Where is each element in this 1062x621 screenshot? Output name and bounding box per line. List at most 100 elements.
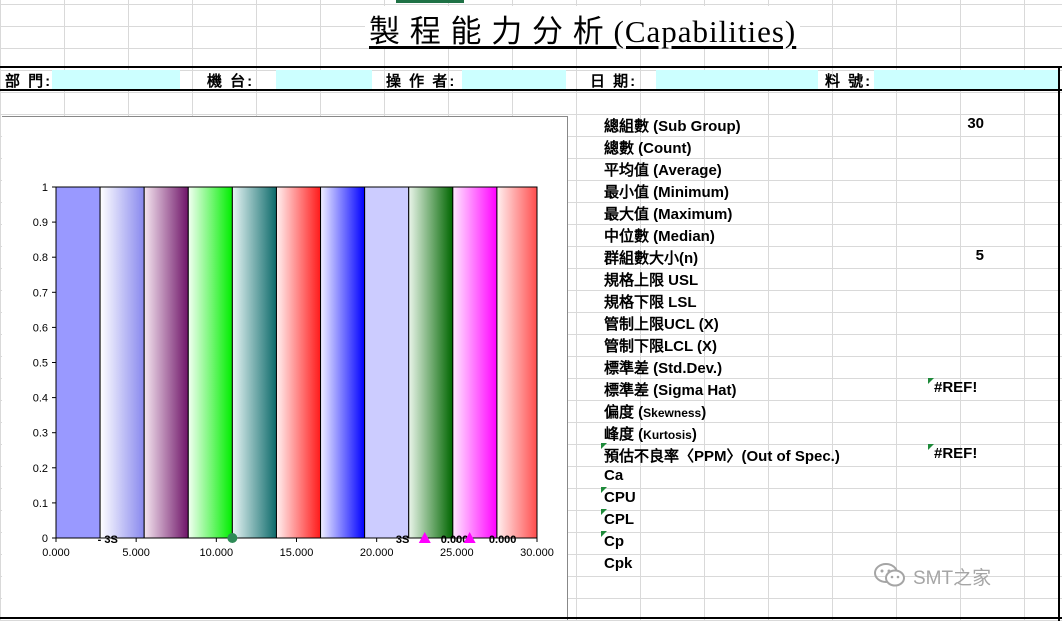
stat-label: 平均值 (Average) bbox=[604, 162, 722, 179]
page-title: 製 程 能 力 分 析 (Capabilities) bbox=[365, 6, 801, 49]
marker-triangle bbox=[418, 532, 431, 543]
histogram-bar bbox=[187, 186, 233, 539]
part-number-field[interactable] bbox=[874, 70, 1060, 89]
y-tick-label: 1 bbox=[42, 182, 48, 194]
stat-label-main: 峰度 ( bbox=[604, 426, 644, 443]
comment-indicator bbox=[601, 487, 607, 493]
histogram-bar bbox=[364, 186, 410, 539]
stat-label: 峰度 (Kurtosis) bbox=[604, 423, 697, 444]
x-tick-label: 5.000 bbox=[122, 547, 150, 559]
stat-row-cp: Cp bbox=[601, 531, 993, 553]
machine-field[interactable] bbox=[276, 70, 372, 89]
histogram-bar bbox=[452, 186, 498, 539]
watermark-text: SMT之家 bbox=[913, 568, 992, 589]
y-tick-label: 0.6 bbox=[33, 322, 48, 334]
bottom-border bbox=[0, 617, 1062, 619]
watermark: SMT之家 bbox=[873, 561, 991, 591]
stat-label: 管制下限LCL (X) bbox=[604, 338, 718, 355]
stat-label: 管制上限UCL (X) bbox=[604, 316, 719, 333]
date-field[interactable] bbox=[656, 70, 818, 89]
stat-row-lcl: 管制下限LCL (X) bbox=[603, 333, 993, 355]
stat-value[interactable]: #REF! bbox=[934, 445, 978, 462]
comment-indicator bbox=[601, 531, 607, 537]
stat-label: CPL bbox=[604, 511, 634, 528]
comment-indicator bbox=[928, 444, 934, 450]
chart-svg: 00.10.20.30.40.50.60.70.80.910.000 5.000 1… bbox=[33, 182, 554, 559]
stat-label: 規格上限 USL bbox=[604, 272, 699, 289]
x-tick-label: 25.000 bbox=[440, 547, 474, 559]
info-label-date: 日 期: bbox=[590, 73, 638, 90]
capability-chart[interactable]: 0 0.1 0.2 0.3 0.4 0.5 0.6 0.7 0.8 0.9 1 0.000 5.000 1… bbox=[2, 116, 568, 620]
histogram-bar bbox=[55, 186, 101, 539]
y-tick-label: 0.9 bbox=[33, 217, 48, 229]
comment-indicator bbox=[601, 509, 607, 515]
stat-row-cpu: CPU bbox=[601, 487, 993, 509]
stat-value[interactable]: 5 bbox=[975, 247, 984, 264]
comment-indicator bbox=[928, 378, 934, 384]
stat-label-main: 偏度 ( bbox=[604, 404, 644, 421]
stat-label: 標準差 (Sigma Hat) bbox=[604, 382, 737, 399]
marker-circle bbox=[227, 533, 238, 543]
stat-row-count: 總數 (Count) bbox=[603, 135, 993, 157]
stat-row-median: 中位數 (Median) bbox=[603, 223, 993, 245]
x-tick-label: 20.000 bbox=[360, 547, 394, 559]
stat-row-kurtosis: 峰度 (Kurtosis) bbox=[603, 421, 993, 443]
chart-annotation: 0.000 bbox=[489, 534, 517, 546]
histogram-bar bbox=[275, 186, 322, 539]
x-tick-label: 0.000 bbox=[42, 547, 70, 559]
stat-row-sigma-hat: 標準差 (Sigma Hat) #REF! bbox=[603, 377, 993, 399]
header-bottom-border bbox=[0, 89, 1062, 91]
stat-label: Ca bbox=[604, 467, 624, 484]
stat-label-small: Skewness bbox=[643, 406, 702, 420]
stat-row-ppm: 預估不良率〈PPM〉(Out of Spec.) #REF! bbox=[601, 443, 993, 465]
y-tick-label: 0 bbox=[42, 533, 48, 545]
stat-row-maximum: 最大值 (Maximum) bbox=[603, 201, 993, 223]
chart-annotation: 0.000 bbox=[441, 534, 469, 546]
operator-field[interactable] bbox=[462, 70, 566, 89]
chart-annotation: - 3S bbox=[98, 534, 118, 546]
stat-label: 標準差 (Std.Dev.) bbox=[604, 360, 723, 377]
y-tick-label: 0.8 bbox=[33, 252, 48, 264]
header-top-border bbox=[0, 66, 1062, 68]
stat-label-small: Kurtosis bbox=[643, 428, 692, 442]
info-label-part-no: 料 號: bbox=[825, 73, 873, 90]
y-tick-label: 0.4 bbox=[33, 393, 48, 405]
histogram-bar bbox=[99, 186, 145, 539]
stat-row-subgroup: 總組數 (Sub Group) 30 bbox=[603, 113, 993, 135]
stat-row-skewness: 偏度 (Skewness) bbox=[603, 399, 993, 421]
department-field[interactable] bbox=[52, 70, 180, 89]
comment-indicator bbox=[601, 443, 607, 449]
histogram-bar bbox=[496, 186, 538, 539]
x-tick-label: 15.000 bbox=[280, 547, 314, 559]
stat-value[interactable]: 30 bbox=[967, 115, 984, 132]
info-label-operator: 操 作 者: bbox=[386, 73, 457, 90]
stat-row-usl: 規格上限 USL bbox=[603, 267, 993, 289]
histogram-bar bbox=[143, 186, 189, 539]
stat-label-end: ) bbox=[701, 404, 707, 421]
histogram-bar bbox=[231, 186, 277, 539]
chart-annotation: 3S bbox=[396, 534, 409, 546]
stat-value[interactable]: #REF! bbox=[934, 379, 978, 396]
marker-triangle bbox=[463, 532, 476, 543]
stat-label: 群組數大小(n) bbox=[604, 250, 699, 267]
x-tick-label: 30.000 bbox=[520, 547, 554, 559]
y-tick-label: 0.2 bbox=[33, 463, 48, 475]
info-row: 部 門: 機 台: 操 作 者: 日 期: 料 號: bbox=[0, 68, 1062, 90]
stat-row-ucl: 管制上限UCL (X) bbox=[603, 311, 993, 333]
stat-label: CPU bbox=[604, 489, 636, 506]
stat-row-average: 平均值 (Average) bbox=[603, 157, 993, 179]
stat-label: 最小值 (Minimum) bbox=[604, 184, 729, 201]
right-border bbox=[1058, 66, 1060, 621]
info-label-machine: 機 台: bbox=[207, 73, 255, 90]
x-tick-label: 10.000 bbox=[200, 547, 234, 559]
stat-label: Cpk bbox=[604, 555, 633, 572]
stat-label: 總數 (Count) bbox=[604, 140, 692, 157]
stat-row-lsl: 規格下限 LSL bbox=[603, 289, 993, 311]
stat-label: 中位數 (Median) bbox=[604, 228, 715, 245]
stat-row-ca: Ca bbox=[603, 465, 993, 487]
info-label-department: 部 門: bbox=[5, 73, 53, 90]
stat-label: 總組數 (Sub Group) bbox=[604, 118, 741, 135]
stat-label: 最大值 (Maximum) bbox=[604, 206, 733, 223]
selected-cell-indicator bbox=[396, 0, 464, 3]
stat-label: 偏度 (Skewness) bbox=[604, 401, 706, 422]
